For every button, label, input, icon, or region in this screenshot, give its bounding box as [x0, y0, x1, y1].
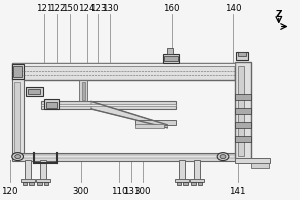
Bar — [194, 160, 200, 180]
Text: 110: 110 — [111, 187, 127, 196]
Bar — [41, 104, 176, 106]
Polygon shape — [91, 101, 167, 128]
Bar — [29, 182, 34, 185]
Bar — [41, 101, 176, 109]
Bar — [135, 124, 164, 128]
Circle shape — [15, 155, 21, 159]
Text: 124: 124 — [78, 4, 95, 13]
Bar — [167, 48, 173, 54]
Bar — [235, 136, 251, 142]
Text: 122: 122 — [49, 4, 65, 13]
Text: 160: 160 — [164, 4, 180, 13]
Bar — [44, 99, 59, 109]
Bar — [12, 155, 235, 158]
Bar — [13, 66, 22, 77]
Bar — [190, 179, 204, 182]
Text: 141: 141 — [230, 187, 246, 196]
Text: 140: 140 — [225, 4, 242, 13]
Text: 150: 150 — [62, 4, 79, 13]
Bar — [164, 56, 178, 61]
Bar — [22, 182, 27, 185]
Bar — [238, 66, 244, 156]
Bar — [135, 120, 176, 125]
Bar — [183, 182, 188, 185]
Bar — [198, 182, 202, 185]
Bar — [14, 82, 20, 152]
Bar — [191, 182, 196, 185]
Bar — [37, 182, 42, 185]
Bar — [22, 179, 35, 182]
Text: 121: 121 — [36, 4, 52, 13]
Circle shape — [220, 155, 226, 159]
Circle shape — [12, 153, 23, 161]
Text: 300: 300 — [73, 187, 89, 196]
Bar — [12, 79, 23, 156]
Bar — [79, 80, 87, 101]
Bar — [46, 102, 57, 108]
Bar — [163, 54, 179, 63]
Text: 131: 131 — [123, 187, 140, 196]
Bar — [28, 89, 40, 94]
Bar — [238, 52, 247, 56]
Bar — [236, 52, 248, 60]
Bar — [251, 163, 268, 168]
Bar — [12, 153, 235, 161]
Bar — [82, 82, 85, 100]
Bar — [25, 160, 32, 180]
Bar — [235, 94, 251, 100]
Bar — [12, 64, 23, 79]
Text: 300: 300 — [135, 187, 151, 196]
Bar — [26, 87, 43, 96]
Bar — [44, 182, 49, 185]
Text: 123: 123 — [90, 4, 106, 13]
Bar — [179, 160, 185, 180]
Bar — [177, 182, 181, 185]
Bar — [176, 179, 189, 182]
Text: 120: 120 — [2, 187, 18, 196]
Bar — [40, 160, 46, 180]
Bar — [36, 179, 50, 182]
Bar — [12, 63, 235, 66]
Bar — [235, 62, 251, 160]
Bar — [235, 158, 270, 163]
Text: Z: Z — [275, 10, 282, 19]
Circle shape — [217, 153, 229, 161]
Bar — [12, 63, 235, 80]
Text: 130: 130 — [102, 4, 118, 13]
Bar — [235, 108, 251, 114]
Bar — [235, 122, 251, 128]
